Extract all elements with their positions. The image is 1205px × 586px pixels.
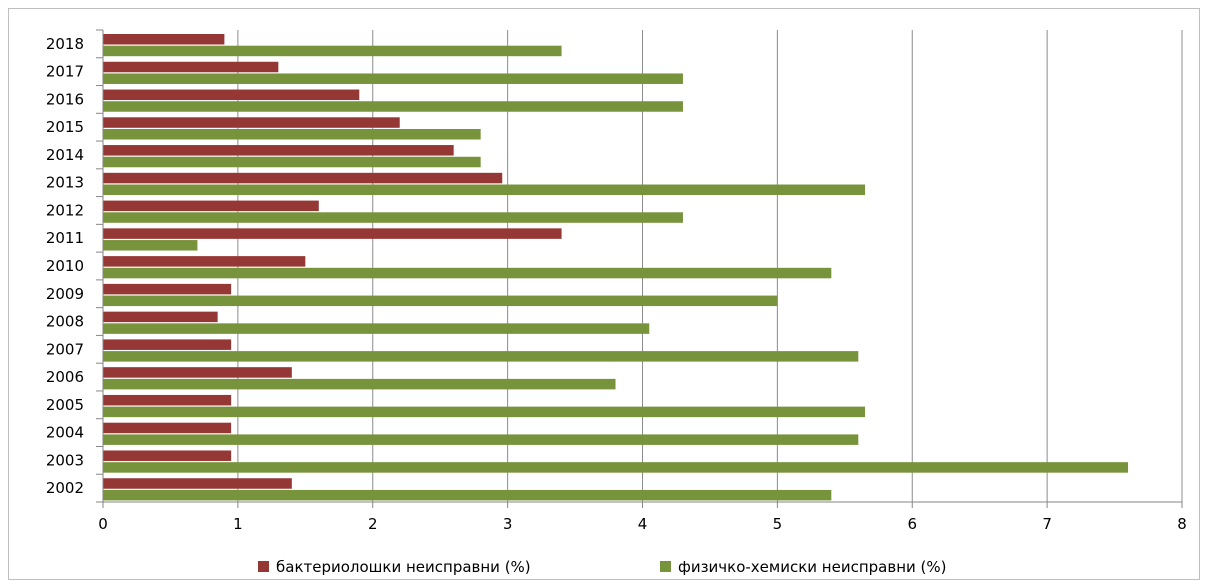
x-tick-label: 0: [98, 515, 108, 533]
legend-item-bacteriological-label: бактериолошки неисправни (%): [276, 558, 531, 576]
bar-bacteriological-2012: [103, 200, 319, 212]
x-tick-label: 7: [1042, 515, 1052, 533]
bar-bacteriological-2005: [103, 394, 232, 406]
y-tick-label: 2002: [46, 479, 84, 497]
bar-physicochemical-2018: [103, 45, 562, 57]
y-tick-label: 2006: [46, 368, 84, 386]
bar-bacteriological-2006: [103, 367, 292, 378]
legend-item-physicochemical-label: физичко-хемиски неисправни (%): [678, 558, 946, 576]
y-tick-label: 2015: [46, 118, 84, 136]
bar-physicochemical-2006: [103, 378, 616, 390]
y-tick-label: 2012: [46, 201, 84, 219]
bar-physicochemical-2015: [103, 128, 481, 140]
bar-bacteriological-2015: [103, 117, 400, 128]
bar-physicochemical-2017: [103, 73, 683, 84]
bar-physicochemical-2013: [103, 184, 866, 196]
y-tick-label: 2013: [46, 174, 84, 192]
bar-physicochemical-2010: [103, 267, 832, 279]
bar-bacteriological-2016: [103, 89, 360, 101]
bar-physicochemical-2003: [103, 462, 1129, 473]
y-tick-label: 2008: [46, 313, 84, 331]
legend-item-physicochemical-swatch: [660, 561, 671, 572]
y-tick-label: 2003: [46, 451, 84, 469]
bar-bacteriological-2009: [103, 283, 232, 295]
y-tick-label: 2016: [46, 90, 84, 108]
x-tick-label: 5: [773, 515, 783, 533]
bar-bacteriological-2004: [103, 422, 232, 434]
bar-bacteriological-2014: [103, 145, 454, 156]
bar-bacteriological-2011: [103, 228, 562, 239]
bar-bacteriological-2018: [103, 34, 225, 45]
y-tick-label: 2017: [46, 63, 84, 81]
y-tick-label: 2018: [46, 35, 84, 53]
bar-physicochemical-2012: [103, 212, 683, 223]
y-tick-label: 2010: [46, 257, 84, 275]
bar-bacteriological-2008: [103, 311, 218, 323]
x-tick-label: 3: [503, 515, 513, 533]
y-tick-label: 2007: [46, 340, 84, 358]
bar-physicochemical-2007: [103, 351, 859, 362]
bar-bacteriological-2007: [103, 339, 232, 350]
x-tick-label: 2: [368, 515, 378, 533]
bar-bacteriological-2003: [103, 450, 232, 461]
y-tick-label: 2005: [46, 396, 84, 414]
bar-physicochemical-2016: [103, 101, 683, 112]
y-tick-label: 2014: [46, 146, 84, 164]
bar-physicochemical-2014: [103, 156, 481, 168]
y-tick-label: 2004: [46, 424, 84, 442]
x-tick-label: 6: [907, 515, 917, 533]
y-tick-label: 2011: [46, 229, 84, 247]
bar-physicochemical-2008: [103, 323, 650, 334]
x-tick-label: 1: [233, 515, 243, 533]
bar-physicochemical-2011: [103, 240, 198, 251]
x-tick-label: 4: [638, 515, 648, 533]
bar-physicochemical-2002: [103, 489, 832, 501]
bar-bacteriological-2002: [103, 478, 292, 489]
y-tick-label: 2009: [46, 285, 84, 303]
bar-physicochemical-2004: [103, 434, 859, 445]
bar-bacteriological-2017: [103, 61, 279, 73]
legend-item-bacteriological-swatch: [258, 561, 269, 572]
bar-physicochemical-2005: [103, 406, 866, 418]
x-tick-label: 8: [1177, 515, 1187, 533]
bar-physicochemical-2009: [103, 295, 778, 307]
bar-bacteriological-2010: [103, 256, 306, 267]
bar-bacteriological-2013: [103, 172, 503, 184]
